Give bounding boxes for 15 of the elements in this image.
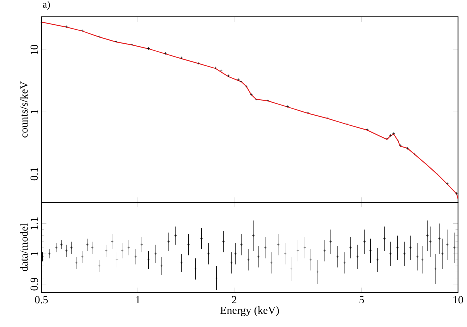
x-tick-label: 1: [136, 296, 140, 304]
x-axis-title: Energy (keV): [220, 306, 280, 317]
x-tick-label: 10: [454, 296, 464, 304]
y-tick-label: 1: [30, 252, 38, 256]
y-axis-title: data/model: [20, 224, 28, 272]
x-tick-label: 5: [360, 296, 364, 304]
y-axis-title: counts/s/keV: [20, 82, 28, 138]
y-tick-label: 0.9: [30, 278, 38, 291]
y-tick-label: 1.1: [30, 218, 38, 230]
chart-title: a): [43, 1, 50, 10]
x-tick-label: 2: [232, 296, 237, 304]
y-tick-label: 0.1: [30, 168, 38, 181]
x-tick-label: 0.5: [35, 296, 48, 304]
y-tick-label: 10: [30, 45, 38, 55]
y-tick-label: 1: [30, 110, 38, 114]
